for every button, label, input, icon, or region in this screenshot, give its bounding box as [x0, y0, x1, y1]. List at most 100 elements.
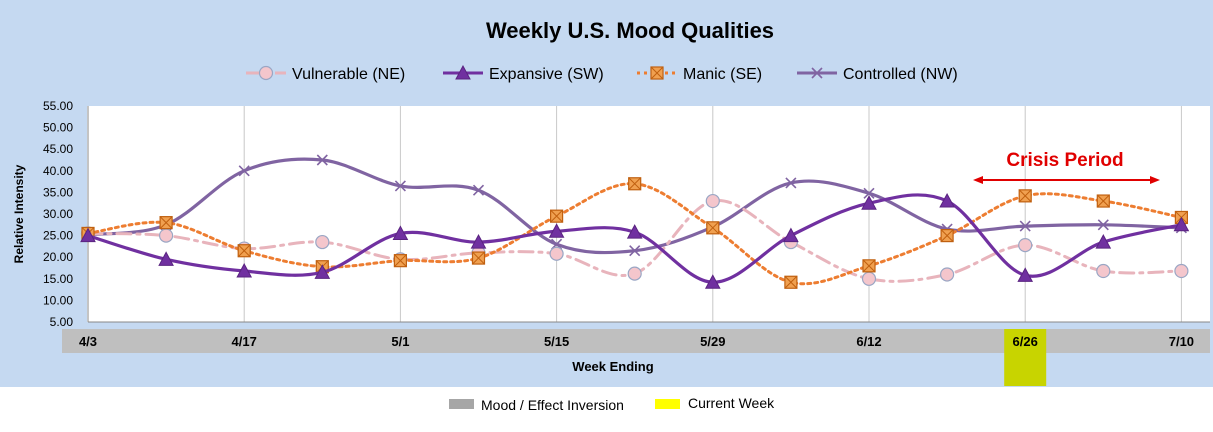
data-point: [159, 216, 173, 230]
band-legend-swatch: [655, 399, 680, 409]
y-tick-label: 50.00: [43, 121, 73, 135]
legend-item: Expansive (SW): [443, 64, 604, 83]
y-axis: 5.00 10.00 15.00 20.00 25.00 30.00 35.00 40.00 4…: [43, 99, 73, 329]
data-point: [1096, 263, 1111, 279]
data-point: [1173, 216, 1190, 232]
data-point: [549, 246, 564, 261]
y-axis-title: Relative Intensity: [12, 164, 26, 263]
series-group: [80, 154, 1190, 289]
legend-item: Vulnerable (NE): [246, 65, 405, 83]
data-point: [314, 264, 331, 279]
y-tick-label: 45.00: [43, 142, 73, 156]
data-point: [392, 225, 409, 240]
data-point: [1096, 194, 1110, 208]
x-tick-label: 5/29: [700, 334, 725, 349]
marker-cross: [237, 244, 251, 258]
y-tick-label: 20.00: [43, 250, 73, 264]
data-point: [236, 262, 253, 278]
data-point: [705, 193, 720, 209]
x-tick-label: 6/26: [1013, 334, 1038, 349]
bottom-strip: [0, 387, 1213, 427]
data-point: [706, 221, 720, 235]
band-legend-label: Mood / Effect Inversion: [481, 397, 624, 413]
marker-cross: [706, 221, 720, 235]
data-point: [1018, 189, 1032, 203]
legend-item: Manic (SE): [637, 66, 762, 83]
y-tick-label: 35.00: [43, 185, 73, 199]
data-point: [862, 259, 876, 273]
x-axis-title: Week Ending: [572, 359, 653, 374]
current-week-highlight: [1004, 329, 1047, 386]
data-point: [549, 209, 564, 223]
y-tick-label: 55.00: [43, 99, 73, 113]
series-line: [86, 193, 1183, 284]
data-point: [394, 180, 406, 192]
data-point: [1017, 267, 1034, 282]
crisis-annotation: Crisis Period: [973, 150, 1160, 184]
series-legend: Vulnerable (NE) Expansive (SW) Manic (SE) C…: [246, 64, 958, 83]
legend-label: Expansive (SW): [489, 66, 604, 83]
annotation-arrow-left: [973, 176, 983, 184]
data-point: [627, 266, 642, 281]
grid-lines: [87, 106, 1210, 323]
data-point: [939, 192, 955, 208]
y-tick-label: 30.00: [43, 207, 73, 221]
marker-cross: [628, 177, 642, 191]
data-point: [238, 165, 250, 177]
legend-swatch-marker: [455, 64, 471, 80]
y-tick-label: 25.00: [43, 229, 73, 243]
series-expansive: [80, 192, 1190, 289]
marker-cross: [784, 275, 798, 289]
data-point: [629, 245, 641, 257]
band-legend-swatch: [449, 399, 474, 409]
x-axis: 4/3 4/17 5/1 5/15 5/29 6/12 6/26 7/10: [79, 334, 1194, 349]
legend-label: Controlled (NW): [843, 66, 958, 83]
data-point: [863, 187, 875, 199]
marker-cross: [650, 66, 664, 80]
x-tick-label: 6/12: [856, 334, 881, 349]
x-tick-label: 5/1: [391, 334, 409, 349]
plot-area: [87, 106, 1210, 322]
band-legend: Mood / Effect Inversion Current Week: [449, 395, 775, 413]
band-legend-label: Current Week: [688, 395, 775, 411]
marker-cross: [550, 209, 563, 223]
data-point: [1174, 263, 1189, 279]
marker-cross: [159, 216, 173, 229]
marker-cross: [862, 259, 876, 273]
data-point: [315, 234, 330, 250]
chart-title: Weekly U.S. Mood Qualities: [486, 18, 774, 43]
legend-swatch-marker: [650, 66, 664, 80]
marker-cross: [940, 229, 954, 242]
data-point: [548, 223, 565, 238]
data-point: [785, 177, 797, 189]
legend-label: Vulnerable (NE): [292, 66, 405, 83]
data-point: [237, 244, 251, 258]
legend-label: Manic (SE): [683, 66, 762, 83]
marker-cross: [1018, 189, 1032, 203]
data-point: [940, 229, 954, 243]
data-point: [861, 271, 877, 286]
data-point: [939, 267, 955, 282]
y-tick-label: 15.00: [43, 272, 73, 286]
data-point: [316, 154, 328, 166]
x-tick-label: 5/15: [544, 334, 569, 349]
y-tick-label: 10.00: [43, 293, 73, 307]
legend-swatch-marker: [811, 67, 823, 79]
data-point: [393, 254, 407, 268]
x-tick-label: 4/17: [232, 334, 257, 349]
data-point: [861, 195, 877, 210]
annotation-label: Crisis Period: [1006, 150, 1123, 171]
x-tick-label: 7/10: [1169, 334, 1194, 349]
data-point: [1095, 234, 1112, 249]
x-tick-label: 4/3: [79, 334, 97, 349]
data-point: [159, 228, 174, 243]
data-point: [1019, 220, 1031, 232]
data-point: [470, 234, 487, 249]
data-point: [704, 274, 721, 289]
legend-swatch-marker: [258, 65, 274, 81]
series-line: [86, 199, 1183, 283]
data-point: [784, 275, 798, 289]
data-point: [626, 224, 643, 239]
